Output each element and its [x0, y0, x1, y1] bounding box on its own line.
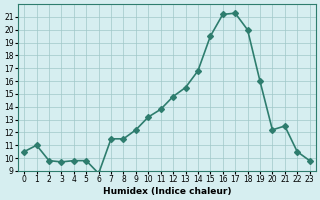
- X-axis label: Humidex (Indice chaleur): Humidex (Indice chaleur): [103, 187, 231, 196]
